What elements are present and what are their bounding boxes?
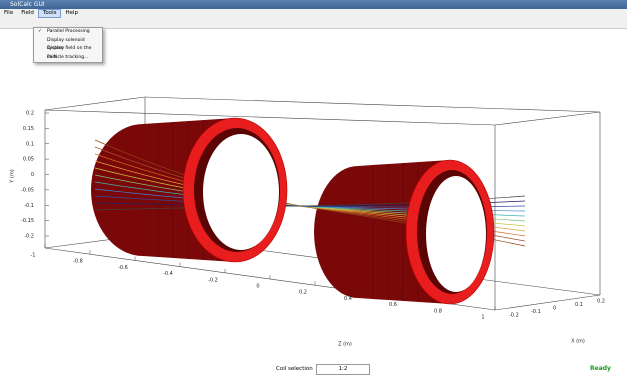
z-tick-label: 0.8 [434,308,442,314]
z-tick-label: 0.6 [389,302,397,308]
status-area: Coil selection 1:2 Ready [0,360,627,384]
y-tick-label: 0 [31,172,34,178]
y-tick-label: -0.2 [24,234,34,240]
coil-selection-label: Coil selection [276,366,313,372]
x-tick-label: 0 [553,306,556,312]
z-tick-label: -0.8 [73,259,83,265]
y-tick-label: 0.15 [23,126,34,132]
y-axis-label: Y (m) [10,169,16,183]
menu-option[interactable]: Parallel Processing [34,28,102,37]
menu-item[interactable]: File [4,10,14,16]
menu-item[interactable]: Field [21,10,34,16]
y-tick-label: -0.05 [21,187,34,193]
title-bar: SolCalc GUI [0,0,627,9]
x-tick-label: 0.2 [597,299,605,305]
status: Ready [590,365,611,372]
z-tick-label: 1 [481,315,484,321]
coil-hole [203,134,279,250]
z-tick-label: -0.2 [208,277,218,283]
coil-selection-input[interactable]: 1:2 [316,364,370,375]
menu-option[interactable]: Display field on the coils [47,46,92,60]
menu-item[interactable]: Tools [37,9,62,18]
menu-option[interactable]: Display solenoid system [47,37,85,52]
z-tick-label: 0.4 [344,296,352,302]
y-tick-label: -0.1 [24,203,34,209]
x-tick-label: 0.1 [575,302,583,308]
z-tick-label: -0.6 [118,265,128,271]
z-axis-label: Z (m) [338,342,352,348]
menu-bar: File Field Tools Help [0,9,627,18]
coil-hole [426,176,486,292]
menu-option[interactable]: Particle tracking... [47,54,89,60]
window-title: SolCalc GUI [10,1,45,8]
toolbar [0,18,627,29]
menu-item[interactable]: Help [65,10,79,16]
x-tick-label: -0.2 [509,313,519,319]
y-tick-label: 0.2 [26,111,34,117]
z-tick-label: -1 [31,253,36,259]
y-tick-label: 0.05 [23,157,34,163]
z-tick-label: 0 [256,284,259,290]
plot: 0.2 0.15 0.1 0.05 0 -0.05 -0.1 -0.15 -0.2 -1 -0.8 -… [10,96,605,348]
x-axis-label: X (m) [571,339,585,345]
x-tick-label: -0.1 [531,309,541,315]
z-tick-label: -0.4 [163,271,173,277]
y-tick-label: 0.1 [26,141,34,147]
y-tick-label: -0.15 [21,218,34,224]
z-tick-label: 0.2 [299,290,307,296]
